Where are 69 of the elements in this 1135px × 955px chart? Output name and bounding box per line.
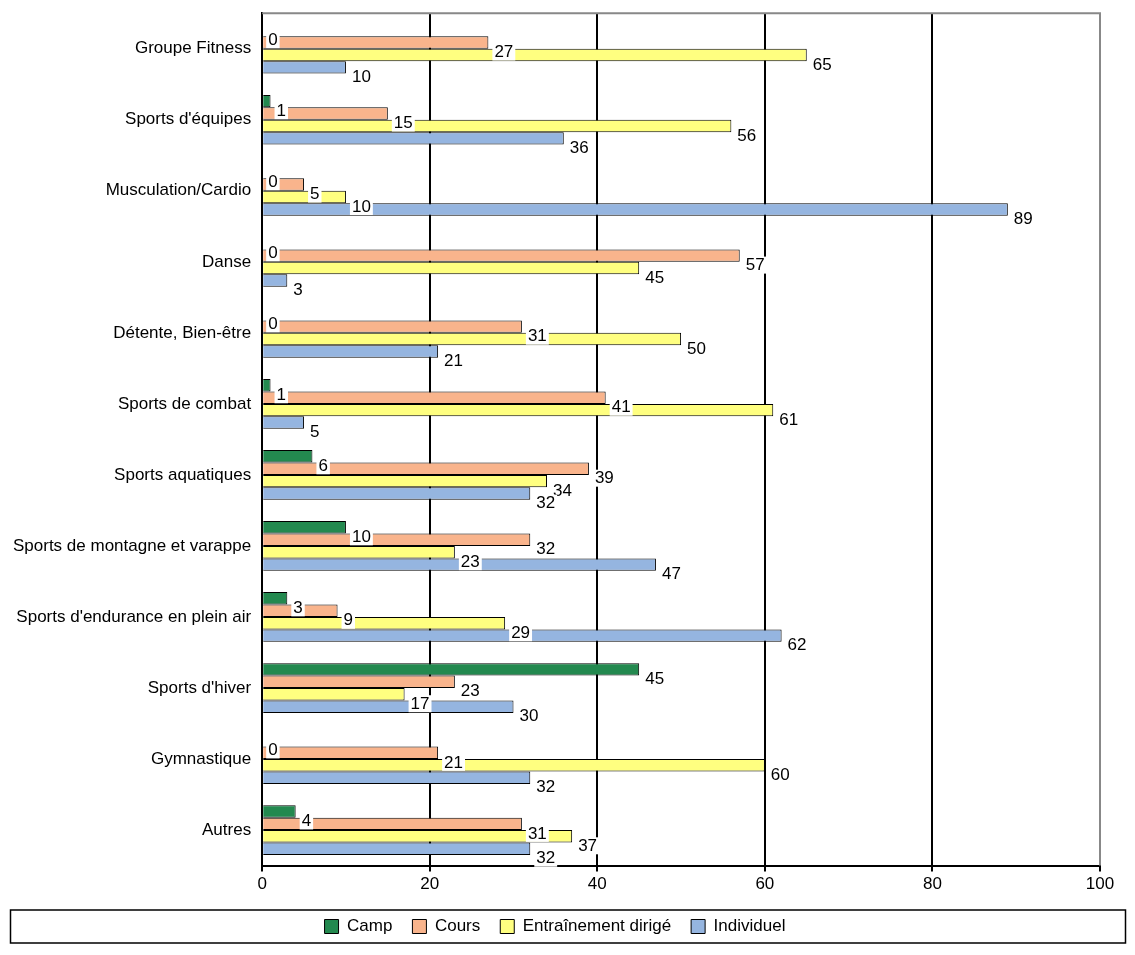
data-label: 30 [519,706,539,726]
data-label: 47 [661,564,681,584]
legend-label: Camp [347,916,393,936]
legend-label: Entraînement dirigé [522,916,672,936]
data-label: 10 [351,67,371,87]
data-label: 10 [351,526,371,546]
data-label: 31 [527,823,547,843]
data-label: 1 [276,384,286,404]
y-tick-label: Détente, Bien-être [113,322,252,342]
x-tick-label: 60 [755,874,775,894]
data-label: 34 [553,480,572,500]
data-label: 29 [511,622,531,642]
data-label: 32 [536,777,556,797]
y-tick-label: Sports de montagne et varappe [12,535,252,555]
data-label: 23 [460,551,480,571]
data-label: 36 [569,138,589,158]
y-tick-label: Sports de combat [117,393,252,413]
data-label: 41 [611,397,631,417]
data-label: 0 [268,242,278,262]
data-label: 45 [645,669,665,689]
data-label: 5 [310,184,320,204]
data-label: 50 [687,338,706,358]
y-tick-label: Musculation/Cardio [105,180,252,200]
data-label: 60 [770,764,790,784]
data-label: 3 [293,598,303,618]
x-tick-label: 100 [1085,874,1115,894]
legend-label: Cours [434,916,481,936]
data-label: 5 [310,422,320,442]
y-tick-label: Sports d'endurance en plein air [16,606,252,626]
data-label: 89 [1013,209,1033,229]
y-tick-label: Gymnastique [150,748,252,768]
data-label: 0 [268,29,278,49]
data-label: 0 [268,171,278,191]
data-label: 1 [276,100,286,120]
data-label: 0 [268,313,278,333]
y-tick-label: Sports aquatiques [114,464,252,484]
data-label: 32 [536,539,556,559]
data-label: 37 [578,835,598,855]
y-tick-label: Sports d'équipes [125,109,252,129]
data-label: 3 [293,280,303,300]
data-label: 27 [494,42,514,62]
x-tick-label: 0 [257,874,267,894]
legend-label: Individuel [713,916,786,936]
x-tick-label: 40 [587,874,607,894]
data-label: 45 [645,267,665,287]
data-label: 21 [444,752,464,772]
data-label: 65 [812,54,832,74]
x-tick-label: 20 [420,874,440,894]
data-label: 62 [787,635,807,655]
y-tick-label: Autres [202,819,252,839]
data-label: 15 [393,113,413,133]
data-label: 17 [410,693,430,713]
data-label: 32 [536,848,556,868]
data-label: 0 [268,740,278,760]
data-label: 4 [301,811,312,831]
data-label: 10 [351,196,371,216]
data-label: 56 [737,125,757,145]
data-label: 31 [527,326,547,346]
data-label: 6 [318,455,328,475]
y-tick-label: Groupe Fitness [134,38,252,58]
data-label: 23 [460,681,480,701]
x-tick-label: 80 [922,874,942,894]
data-label: 9 [343,610,354,630]
y-tick-label: Danse [202,251,252,271]
data-label: 39 [594,468,614,488]
y-tick-label: Sports d'hiver [147,677,252,697]
data-label: 21 [444,351,464,371]
data-label: 61 [779,409,799,429]
data-label: 57 [745,255,765,275]
